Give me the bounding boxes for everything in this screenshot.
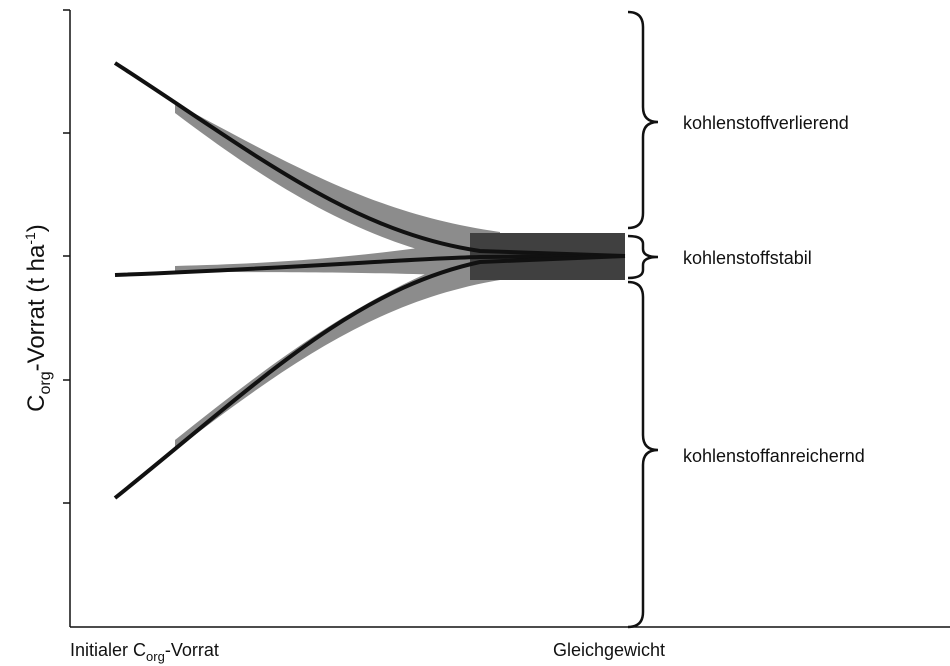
braces (627, 10, 659, 629)
brace-label: kohlenstoffstabil (683, 248, 812, 268)
x-start-sub: org (146, 649, 165, 664)
y-axis-label: Corg-Vorrat (t ha-1) (22, 224, 54, 412)
y-label-base: C (23, 394, 50, 411)
x-start-end: -Vorrat (165, 640, 219, 660)
y-label-sub: org (37, 371, 54, 394)
y-label-main: -Vorrat (t ha (23, 244, 50, 371)
curve-stable (114, 254, 626, 277)
y-label-end: ) (23, 224, 50, 232)
x-start-label: Initialer Corg-Vorrat (70, 640, 219, 664)
x-start-base: Initialer C (70, 640, 146, 660)
curve-gaining (113, 254, 626, 500)
brace-label: kohlenstoffanreichernd (683, 446, 865, 466)
y-label-sup: -1 (22, 232, 38, 245)
band-lower (175, 245, 500, 450)
y-ticks (63, 9, 70, 504)
band-upper (175, 103, 500, 268)
x-end-label: Gleichgewicht (553, 640, 665, 660)
curve-losing (113, 61, 626, 258)
brace-label: kohlenstoffverlierend (683, 113, 849, 133)
